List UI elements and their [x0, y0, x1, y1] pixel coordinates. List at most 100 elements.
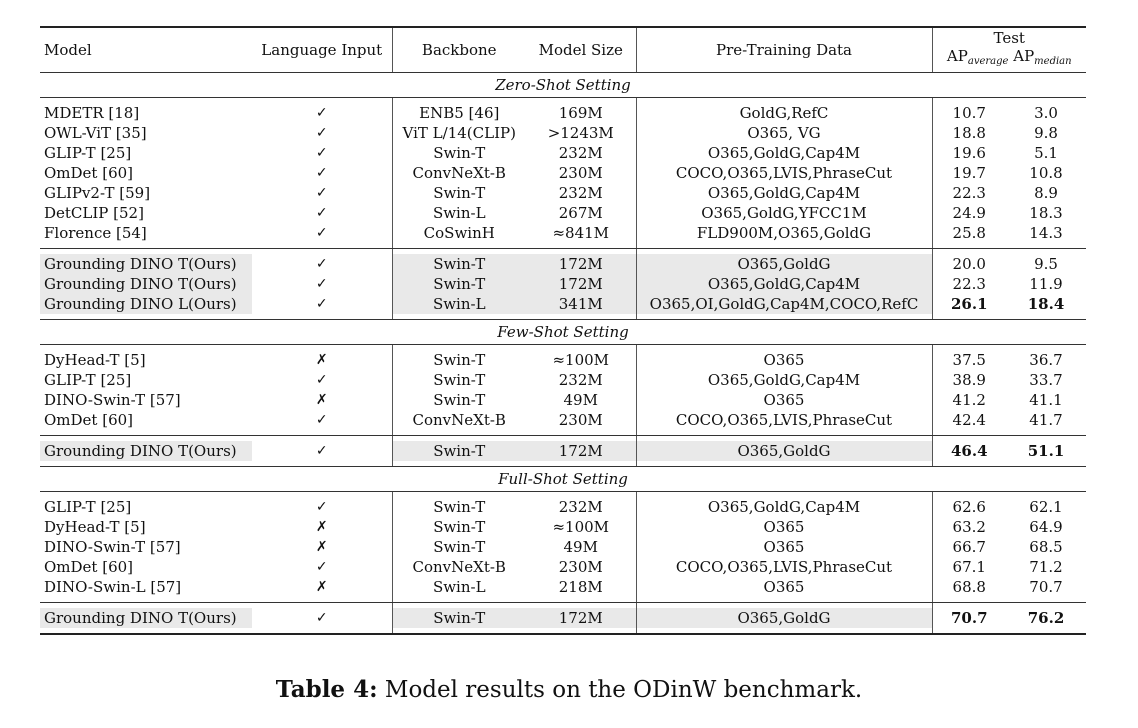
- header-test: Test APaverage APmedian: [931, 27, 1086, 73]
- cell-ap-median: 9.5: [1034, 255, 1058, 273]
- cell-language-input: ✗: [315, 392, 328, 408]
- cell-language-input: ✓: [315, 105, 328, 121]
- cell-backbone: Swin-T: [391, 608, 526, 628]
- setting-title: Few-Shot Setting: [40, 319, 1086, 345]
- table-row: OWL-ViT [35] ✓ ViT L/14(CLIP) >1243M O365, V…: [40, 123, 1086, 143]
- cell-backbone: Swin-L: [391, 203, 526, 223]
- header-ap-average: APaverage: [946, 47, 1009, 67]
- cell-language-input: ✓: [315, 125, 328, 141]
- cell-pretraining-data: O365: [635, 517, 932, 537]
- cell-ap-median: 11.9: [1029, 275, 1063, 293]
- cell-backbone: ConvNeXt-B: [391, 410, 526, 430]
- caption-text: Model results on the ODinW benchmark.: [377, 677, 863, 703]
- cell-model-size: 49M: [563, 538, 598, 556]
- cell-backbone: Swin-T: [391, 183, 526, 203]
- header-model-size: Model Size: [526, 27, 636, 73]
- cell-backbone: CoSwinH: [391, 223, 526, 243]
- table-row: OmDet [60] ✓ ConvNeXt-B 230M COCO,O365,LVIS,…: [40, 410, 1086, 430]
- table-caption: Table 4: Model results on the ODinW benc…: [0, 676, 1138, 703]
- cell-language-input: ✓: [315, 499, 328, 515]
- cell-ap-average: 63.2: [931, 517, 1006, 537]
- cell-model-size: 232M: [558, 144, 603, 162]
- cell-model: GLIPv2-T [59]: [44, 184, 151, 202]
- row-gap: [40, 314, 1086, 320]
- cell-ap-median: 70.7: [1029, 578, 1063, 596]
- cell-backbone: Swin-T: [391, 537, 526, 557]
- header-row: Model Language Input Backbone Model Size…: [40, 27, 1086, 73]
- cell-pretraining-data: O365: [635, 577, 932, 597]
- cell-pretraining-data: O365,OI,GoldG,Cap4M,COCO,RefC: [635, 294, 932, 314]
- cell-backbone: Swin-T: [391, 350, 526, 370]
- table-row: GLIP-T [25] ✓ Swin-T 232M O365,GoldG,Cap4M 19…: [40, 143, 1086, 163]
- ours-row: Grounding DINO T(Ours) ✓ Swin-T 172M O365,Go…: [40, 608, 1086, 628]
- cell-model-size: ≈841M: [552, 224, 610, 242]
- cell-backbone: ConvNeXt-B: [391, 557, 526, 577]
- cell-model: OWL-ViT [35]: [44, 124, 147, 142]
- cell-backbone: Swin-T: [391, 497, 526, 517]
- cell-language-input: ✓: [315, 165, 328, 181]
- cell-language-input: ✓: [315, 372, 328, 388]
- cell-backbone: ENB5 [46]: [391, 103, 526, 123]
- header-ap-columns: APaverage APmedian: [937, 47, 1083, 71]
- ours-row: Grounding DINO L(Ours) ✓ Swin-L 341M O365,OI…: [40, 294, 1086, 314]
- row-gap: [40, 248, 1086, 254]
- cell-pretraining-data: O365,GoldG,Cap4M: [635, 497, 932, 517]
- cell-pretraining-data: O365,GoldG,Cap4M: [635, 274, 932, 294]
- setting-row: Few-Shot Setting: [40, 319, 1086, 345]
- setting-row: Zero-Shot Setting: [40, 72, 1086, 98]
- cell-model: DetCLIP [52]: [44, 204, 144, 222]
- cell-backbone: ViT L/14(CLIP): [391, 123, 526, 143]
- cell-ap-median: 10.8: [1029, 164, 1063, 182]
- cell-model: GLIP-T [25]: [44, 371, 132, 389]
- cell-model-size: >1243M: [547, 124, 614, 142]
- setting-title: Zero-Shot Setting: [40, 72, 1086, 98]
- cell-pretraining-data: O365,GoldG,Cap4M: [635, 370, 932, 390]
- cell-ap-median: 8.9: [1034, 184, 1058, 202]
- cell-ap-median: 3.0: [1034, 104, 1058, 122]
- cell-ap-average: 38.9: [931, 370, 1006, 390]
- cell-ap-average: 66.7: [931, 537, 1006, 557]
- cell-language-input: ✗: [315, 519, 328, 535]
- cell-model-size: 169M: [558, 104, 603, 122]
- cell-ap-average: 62.6: [931, 497, 1006, 517]
- cell-ap-median: 18.3: [1029, 204, 1063, 222]
- cell-pretraining-data: COCO,O365,LVIS,PhraseCut: [635, 557, 932, 577]
- cell-language-input: ✓: [315, 610, 328, 626]
- cell-model: DINO-Swin-T [57]: [44, 391, 181, 409]
- cell-ap-median: 33.7: [1029, 371, 1063, 389]
- cell-pretraining-data: O365: [635, 350, 932, 370]
- cell-pretraining-data: O365,GoldG: [635, 441, 932, 461]
- header-model: Model: [40, 27, 252, 73]
- cell-language-input: ✓: [315, 145, 328, 161]
- cell-backbone: Swin-T: [391, 390, 526, 410]
- cell-model: Grounding DINO T(Ours): [40, 608, 252, 628]
- cell-ap-average: 37.5: [931, 350, 1006, 370]
- cell-model-size: 172M: [526, 274, 636, 294]
- row-gap: [40, 430, 1086, 436]
- cell-language-input: ✓: [315, 225, 328, 241]
- cell-pretraining-data: FLD900M,O365,GoldG: [635, 223, 932, 243]
- cell-model: GLIP-T [25]: [44, 498, 132, 516]
- cell-language-input: ✓: [315, 185, 328, 201]
- cell-model-size: 218M: [558, 578, 603, 596]
- ours-row: Grounding DINO T(Ours) ✓ Swin-T 172M O365,Go…: [40, 441, 1086, 461]
- table-row: Florence [54] ✓ CoSwinH ≈841M FLD900M,O365,G…: [40, 223, 1086, 243]
- table-row: OmDet [60] ✓ ConvNeXt-B 230M COCO,O365,LVIS,…: [40, 163, 1086, 183]
- header-backbone: Backbone: [391, 27, 526, 73]
- caption-label: Table 4:: [275, 676, 378, 703]
- table-row: DyHead-T [5] ✗ Swin-T ≈100M O365 37.5 36.7: [40, 350, 1086, 370]
- cell-ap-median: 41.7: [1029, 411, 1063, 429]
- cell-ap-median: 71.2: [1029, 558, 1063, 576]
- row-gap: [40, 243, 1086, 249]
- cell-ap-median: 36.7: [1029, 351, 1063, 369]
- cell-pretraining-data: O365, VG: [635, 123, 932, 143]
- cell-ap-average: 26.1: [931, 294, 1006, 314]
- cell-backbone: Swin-L: [391, 577, 526, 597]
- cell-ap-median: 62.1: [1029, 498, 1063, 516]
- cell-backbone: Swin-T: [391, 441, 526, 461]
- setting-row: Full-Shot Setting: [40, 466, 1086, 492]
- row-gap: [40, 344, 1086, 350]
- cell-ap-average: 20.0: [931, 254, 1006, 274]
- cell-backbone: Swin-L: [391, 294, 526, 314]
- setting-title: Full-Shot Setting: [40, 466, 1086, 492]
